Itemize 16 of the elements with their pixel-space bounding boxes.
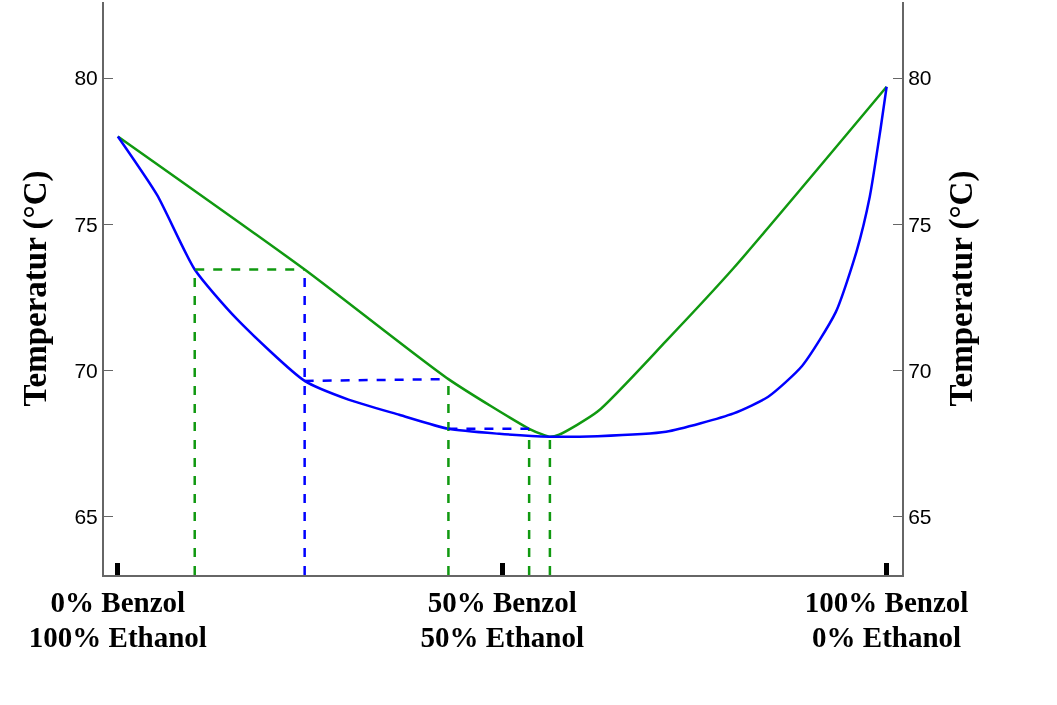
x-tick-label: 0% Benzol	[50, 585, 186, 618]
y-tick-label: 70	[74, 358, 98, 382]
y2-tick-label: 65	[908, 504, 932, 528]
x2-tick-label: 50% Ethanol	[420, 621, 585, 653]
x-tick-label: 100% Benzol	[804, 585, 969, 618]
y-tick-label: 65	[74, 504, 98, 528]
y2-tick-label: 75	[908, 212, 932, 236]
y2-axis-title: Temperatur (°C)	[942, 170, 980, 407]
y-tick-label: 80	[74, 66, 98, 90]
x-tick-label: 50% Benzol	[427, 585, 577, 618]
y2-tick-label: 80	[908, 66, 932, 90]
y-axis-title: Temperatur (°C)	[16, 170, 54, 407]
x2-tick-label: 0% Ethanol	[812, 621, 962, 653]
y-tick-label: 75	[74, 212, 98, 236]
x2-tick-label: 100% Ethanol	[28, 621, 207, 653]
y2-tick-label: 70	[908, 358, 932, 382]
